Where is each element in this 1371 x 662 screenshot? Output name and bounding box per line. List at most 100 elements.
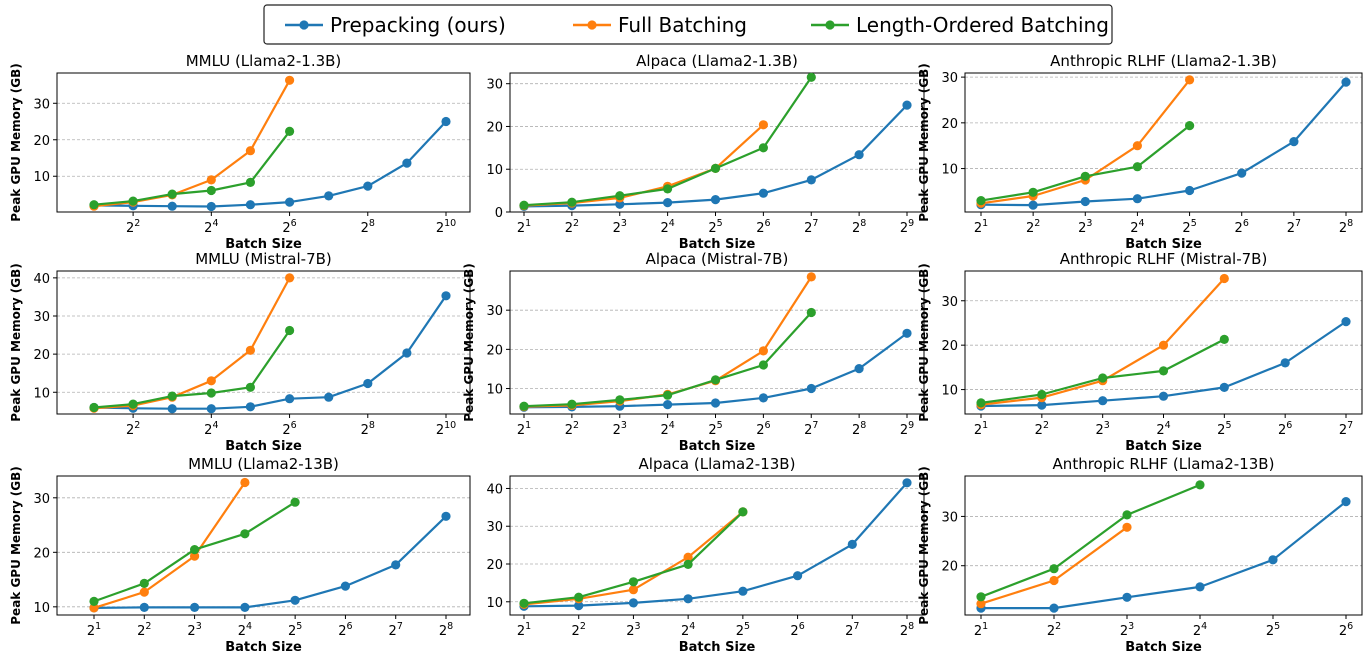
y-tick-label: 20	[486, 343, 503, 358]
data-point	[402, 348, 412, 358]
data-point	[1219, 382, 1229, 392]
data-point	[1132, 162, 1142, 172]
data-point	[847, 539, 857, 550]
series	[519, 478, 912, 611]
data-point	[806, 272, 816, 282]
x-tick-label: 23	[1078, 218, 1092, 236]
x-tick-label: 25	[1182, 218, 1196, 236]
legend: Prepacking (ours) Full Batching Length-Ord…	[263, 4, 1113, 45]
y-tick-label: 10	[941, 163, 958, 178]
data-point	[615, 191, 625, 201]
x-tick-label: 23	[1096, 420, 1110, 438]
data-point	[758, 120, 769, 130]
data-point	[1219, 273, 1229, 284]
data-point	[1037, 400, 1047, 410]
data-point	[1028, 200, 1038, 210]
series	[89, 497, 300, 607]
chart-panel: 10 20 30 21 22 23 24 25 26 27 28 MMLU (Llama2-13B) B…	[9, 455, 471, 655]
y-tick-label: 30	[941, 71, 958, 86]
data-point	[902, 478, 912, 488]
y-tick-label: 20	[941, 560, 958, 575]
data-point	[902, 100, 912, 110]
x-tick-label: 26	[1235, 218, 1249, 236]
series	[89, 325, 295, 413]
legend-label: Length-Ordered Batching	[856, 13, 1109, 37]
x-tick-label: 24	[238, 621, 252, 639]
data-point	[128, 196, 138, 206]
data-point	[190, 602, 200, 613]
chart-panel: 0 10 20 30 21 22 23 24 25 26 27 28 29 Alpaca (Llama2-…	[486, 52, 925, 252]
data-point	[324, 191, 334, 201]
data-point	[1195, 480, 1205, 490]
series-line	[93, 277, 291, 410]
y-tick-label: 10	[486, 383, 503, 398]
x-tick-label: 26	[1339, 621, 1353, 639]
data-point	[190, 545, 200, 555]
data-point	[285, 126, 295, 136]
data-point	[1049, 575, 1059, 586]
data-point	[285, 273, 295, 283]
y-tick-label: 0	[495, 206, 503, 221]
y-axis-label: Peak GPU Memory (GB)	[462, 263, 476, 421]
y-tick-label: 40	[486, 482, 503, 497]
data-point	[1049, 603, 1059, 613]
x-tick-label: 22	[565, 218, 579, 236]
data-point	[574, 601, 584, 611]
x-axis-label: Batch Size	[225, 237, 302, 252]
data-point	[290, 595, 300, 605]
data-point	[615, 199, 625, 209]
data-point	[1132, 141, 1142, 151]
series-line	[980, 124, 1191, 202]
y-tick-label: 10	[33, 601, 50, 616]
x-tick-label: 24	[1156, 420, 1170, 438]
data-point	[806, 72, 816, 82]
data-point	[1080, 171, 1090, 181]
data-point	[1341, 77, 1351, 87]
x-tick-label: 22	[126, 218, 140, 236]
y-tick-label: 30	[941, 510, 958, 525]
chart-title: Anthropic RLHF (Mistral-7B)	[1060, 250, 1268, 268]
x-tick-label: 25	[288, 621, 302, 639]
chart-title: Alpaca (Llama2-1.3B)	[636, 52, 798, 70]
x-tick-label: 21	[517, 420, 531, 438]
y-tick-label: 10	[33, 386, 50, 401]
data-point	[683, 552, 693, 562]
data-point	[128, 399, 138, 409]
series-line	[980, 81, 1347, 207]
data-point	[245, 146, 255, 156]
data-point	[976, 398, 986, 408]
data-point	[710, 163, 721, 173]
x-tick-label: 22	[565, 420, 579, 438]
data-point	[324, 392, 334, 402]
x-tick-label: 23	[187, 621, 201, 639]
x-tick-label: 23	[613, 218, 627, 236]
x-tick-label: 24	[1130, 218, 1144, 236]
data-point	[89, 596, 99, 607]
series	[976, 522, 1132, 609]
series	[976, 121, 1195, 206]
series-line	[523, 276, 813, 408]
data-point	[206, 185, 216, 196]
y-tick-label: 20	[33, 134, 50, 149]
x-tick-label: 21	[974, 218, 988, 236]
plot-area	[56, 72, 471, 213]
data-point	[758, 393, 769, 403]
legend-dot-marker	[587, 20, 597, 30]
y-tick-label: 40	[33, 272, 50, 287]
x-tick-label: 26	[756, 420, 770, 438]
x-axis-label: Batch Size	[1125, 640, 1202, 655]
x-tick-label: 27	[845, 621, 859, 639]
data-point	[1268, 555, 1278, 565]
y-tick-label: 10	[486, 596, 503, 611]
data-point	[139, 602, 149, 613]
x-axis-label: Batch Size	[1125, 439, 1202, 454]
data-point	[1219, 334, 1229, 344]
x-tick-label: 25	[1217, 420, 1231, 438]
data-point	[663, 400, 673, 410]
data-point	[710, 398, 721, 408]
data-point	[441, 291, 451, 301]
series	[976, 75, 1195, 208]
data-point	[167, 201, 177, 211]
data-point	[574, 592, 584, 602]
